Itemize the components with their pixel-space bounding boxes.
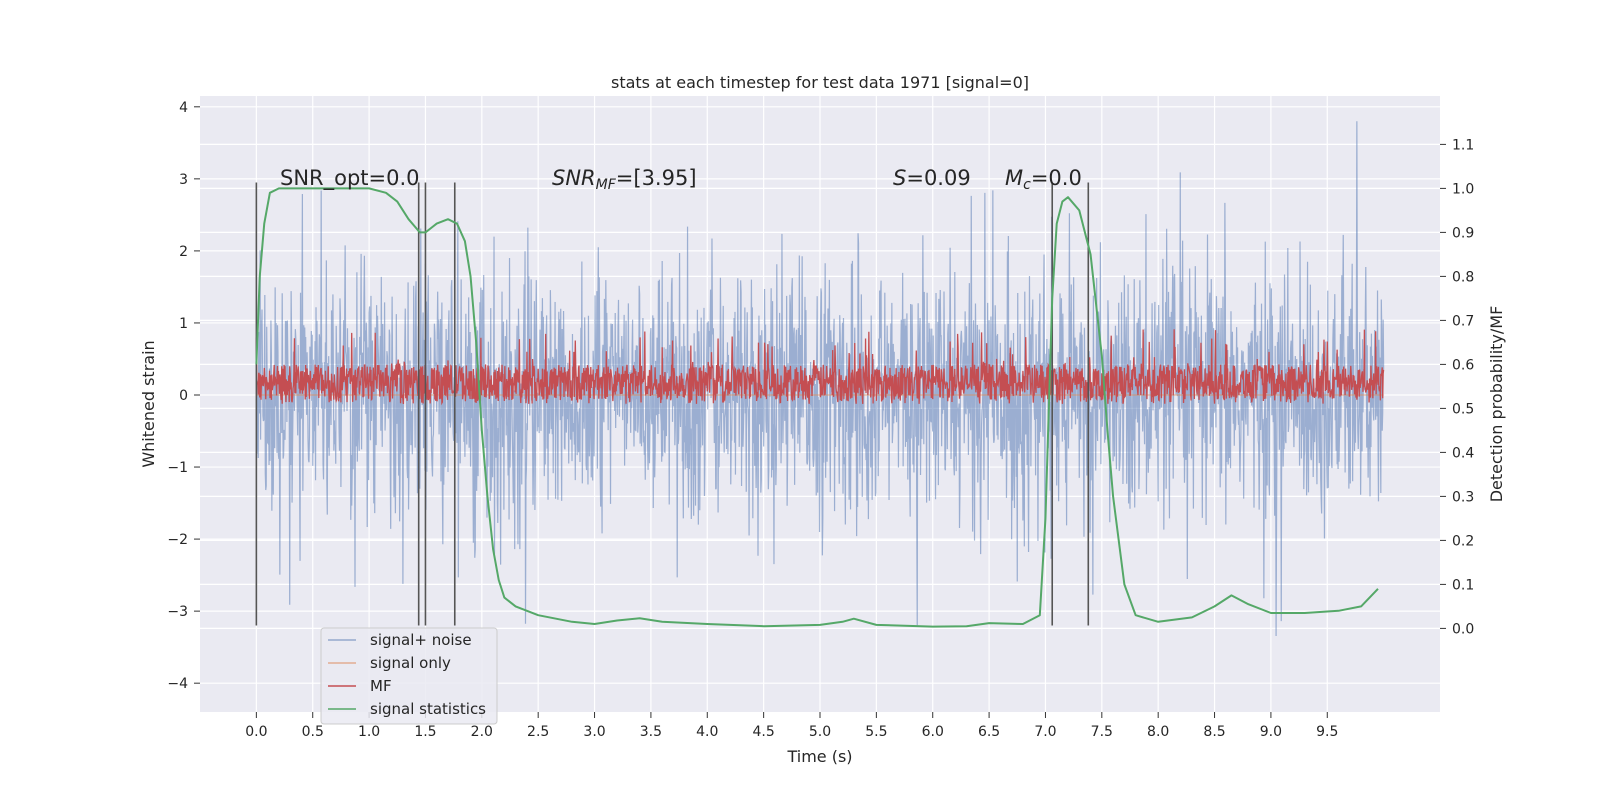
annotation-snr-opt: SNR_opt=0.0 [280,166,420,191]
legend-label-signal-only: signal only [370,654,451,672]
x-tick-label-12: 6.0 [922,724,944,740]
x-tick-label-11: 5.5 [865,724,887,740]
annotation-snr-mf: SNRMF=[3.95] [552,166,697,193]
legend-label-signal-noise: signal+ noise [370,631,472,649]
x-tick-label-7: 3.5 [640,724,662,740]
x-tick-label-10: 5.0 [809,724,831,740]
x-tick-label-8: 4.0 [696,724,718,740]
x-axis-label: Time (s) [786,747,852,766]
x-tick-label-6: 3.0 [583,724,605,740]
annotation-mc-base: M [1005,166,1023,190]
annotation-s-value: =0.09 [906,166,970,190]
x-tick-label-13: 6.5 [978,724,1000,740]
mf-series [255,329,1385,406]
y-right-tick-label-9: 0.2 [1452,533,1474,549]
y-right-tick-label-2: 0.9 [1452,225,1474,241]
legend-label-mf: MF [370,677,392,695]
y-right-tick-label-8: 0.3 [1452,489,1474,505]
y-right-tick-label-1: 1.0 [1452,181,1474,197]
y-left-tick-label-4: 0 [179,388,188,404]
vertical-markers [255,182,1090,626]
y-axis-label-left: Whitened strain [139,340,158,467]
annotation-snr-mf-value: =[3.95] [616,166,697,190]
legend-label-signal-statistics: signal statistics [370,700,486,718]
x-tick-label-9: 4.5 [753,724,775,740]
y-right-tick-label-3: 0.8 [1452,269,1474,285]
y-left-tick-label-2: 2 [179,244,188,260]
annotation-snr-mf-sub: MF [596,177,617,193]
x-tick-label-14: 7.0 [1034,724,1056,740]
y-axis-label-right: Detection probability/MF [1487,306,1506,503]
x-tick-label-16: 8.0 [1147,724,1169,740]
y-left-tick-label-8: −4 [167,676,188,692]
signal-statistics-series [255,187,1379,628]
annotation-snr-mf-base: SNR [552,166,596,190]
legend: signal+ noise signal only MF signal stat… [320,627,498,725]
legend-box [320,627,498,725]
annotation-mc-sub: c [1023,177,1031,193]
y-left-tick-label-1: 3 [179,172,188,188]
x-tick-label-2: 1.0 [358,724,380,740]
y-left-tick-label-6: −2 [167,532,188,548]
x-tick-label-4: 2.0 [471,724,493,740]
line-mf [255,329,1385,406]
x-tick-label-1: 0.5 [302,724,324,740]
x-tick-label-19: 9.5 [1316,724,1338,740]
annotation-mc: Mc=0.0 [1005,166,1082,193]
y-right-tick-label-10: 0.1 [1452,577,1474,593]
annotation-s-base: S [893,166,906,190]
y-right-tick-label-4: 0.7 [1452,313,1474,329]
y-left-tick-label-0: 4 [179,100,188,116]
annotation-s: S=0.09 [893,166,971,190]
x-tick-label-0: 0.0 [245,724,267,740]
y-left-tick-label-3: 1 [179,316,188,332]
y-right-tick-label-11: 0.0 [1452,621,1474,637]
x-tick-label-17: 8.5 [1203,724,1225,740]
x-tick-label-15: 7.5 [1091,724,1113,740]
y-left-tick-label-7: −3 [167,604,188,620]
y-right-tick-label-5: 0.6 [1452,357,1474,373]
axes: 0.0 0.5 1.0 1.5 2.0 2.5 3.0 3.5 4.0 4.5 5.0 5.5 6.0 6… [167,100,1474,740]
y-right-tick-label-7: 0.4 [1452,445,1474,461]
x-tick-label-18: 9.0 [1260,724,1282,740]
line-signal-statistics [255,187,1379,628]
x-tick-label-5: 2.5 [527,724,549,740]
annotation-mc-value: =0.0 [1031,166,1082,190]
chart-title: stats at each timestep for test data 197… [611,73,1029,92]
x-tick-label-3: 1.5 [414,724,436,740]
y-right-tick-label-6: 0.5 [1452,401,1474,417]
y-left-tick-label-5: −1 [167,460,188,476]
y-right-tick-label-0: 1.1 [1452,137,1474,153]
